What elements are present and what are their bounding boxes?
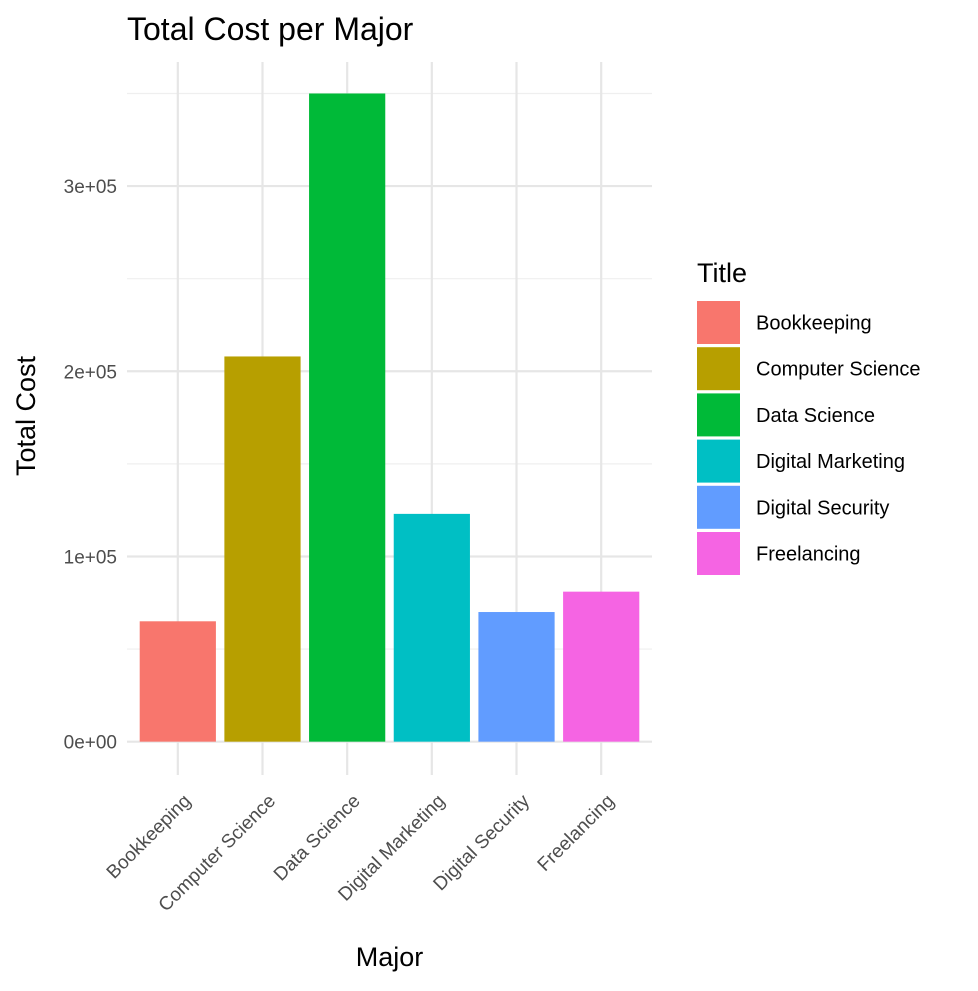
- bar-freelancing: [563, 591, 640, 742]
- y-tick-label: 2e+05: [64, 362, 117, 383]
- bar-computer-science: [224, 356, 301, 742]
- legend-label: Digital Security: [756, 497, 889, 519]
- y-tick-label: 0e+00: [64, 733, 117, 754]
- y-tick-label: 3e+05: [64, 177, 117, 198]
- legend-title: Title: [697, 258, 747, 288]
- y-tick-label: 1e+05: [64, 547, 117, 568]
- legend-key: [697, 439, 740, 483]
- y-axis-title: Total Cost: [11, 355, 41, 476]
- chart-title: Total Cost per Major: [127, 11, 414, 47]
- x-tick-label: Freelancing: [534, 791, 619, 876]
- legend-key: [697, 347, 740, 391]
- bar-digital-marketing: [393, 513, 470, 742]
- bar-data-science: [309, 93, 386, 742]
- legend-label: Bookkeeping: [756, 313, 872, 335]
- legend-label: Computer Science: [756, 359, 921, 381]
- legend-key: [697, 485, 740, 529]
- x-axis-title: Major: [356, 942, 424, 972]
- legend: Title Bookkeeping Computer Science Data Sci…: [697, 258, 921, 575]
- bar-digital-security: [478, 612, 555, 742]
- bars: [139, 93, 640, 742]
- legend-key: [697, 393, 740, 437]
- legend-label: Digital Marketing: [756, 451, 905, 473]
- x-tick-label: Bookkeeping: [103, 791, 196, 884]
- bar-bookkeeping: [139, 621, 216, 742]
- legend-label: Data Science: [756, 405, 875, 427]
- legend-key: [697, 301, 740, 344]
- legend-label: Freelancing: [756, 544, 861, 566]
- x-tick-label: Data Science: [270, 791, 365, 886]
- legend-key: [697, 532, 740, 575]
